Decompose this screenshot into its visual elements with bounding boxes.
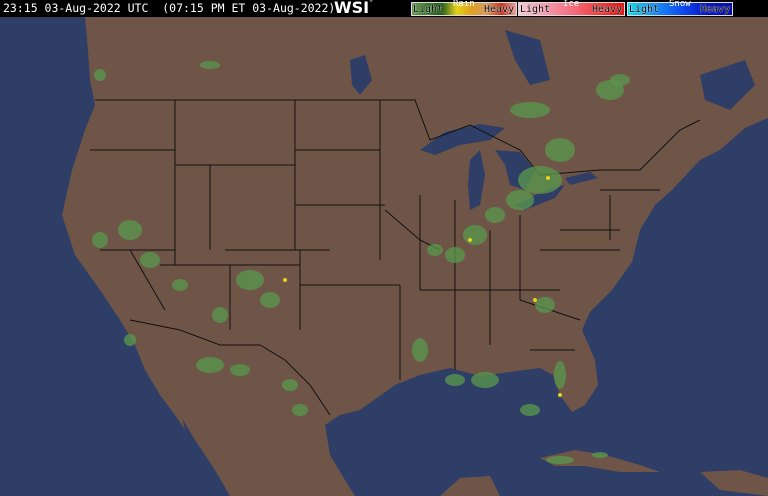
rain-echo <box>463 225 487 245</box>
north-america-land <box>62 17 768 496</box>
heavy-rain-echo <box>283 278 287 282</box>
rain-echo <box>124 334 136 346</box>
gulf-st-lawrence <box>700 60 755 110</box>
rain-echo <box>260 292 280 308</box>
legend-snow: Light Snow Heavy <box>627 0 733 16</box>
hispaniola <box>700 470 768 496</box>
rain-echo <box>92 232 108 248</box>
rain-echo <box>445 247 465 263</box>
rain-echo <box>520 404 540 416</box>
rain-echo <box>412 338 428 362</box>
logo-text: WSI <box>334 0 370 17</box>
heavy-rain-echo <box>468 238 472 242</box>
rain-echo <box>546 456 574 464</box>
rain-title: Rain <box>453 0 475 9</box>
snow-title: Snow <box>669 0 691 9</box>
hudson-strait-water <box>505 30 550 85</box>
wsi-logo: WSI° <box>334 0 373 17</box>
rain-echo <box>610 74 630 86</box>
rain-echo <box>592 452 608 458</box>
heavy-rain-echo <box>533 298 537 302</box>
rain-echo <box>282 379 298 391</box>
precipitation-echoes <box>92 61 630 464</box>
timestamp: 23:15 03-Aug-2022 UTC (07:15 PM ET 03-Au… <box>3 1 336 15</box>
land-mass <box>62 17 768 496</box>
rain-echo <box>518 166 562 194</box>
rain-echo <box>196 357 224 373</box>
ice-title: Ice <box>563 0 580 9</box>
snow-light-label: Light <box>629 4 660 15</box>
logo-mark: ° <box>369 0 374 7</box>
rain-echo <box>140 252 160 268</box>
yucatan <box>440 476 500 496</box>
cuba <box>540 450 660 472</box>
rain-echo <box>535 297 555 313</box>
heavy-rain-echo <box>558 393 562 397</box>
rain-echo <box>118 220 142 240</box>
lake-winnipeg <box>350 55 372 95</box>
rain-color-scale: Light Rain Heavy <box>411 0 517 16</box>
snow-heavy-label: Heavy <box>700 4 731 15</box>
rain-echo <box>236 270 264 290</box>
lake-michigan <box>468 150 485 210</box>
rain-echo <box>230 364 250 376</box>
ice-heavy-label: Heavy <box>592 4 623 15</box>
lake-ontario <box>565 172 598 185</box>
heavy-rain-echo <box>546 176 550 180</box>
rain-echo <box>471 372 499 388</box>
legend-ice: Light Ice Heavy <box>518 0 625 16</box>
rain-echo <box>427 244 443 256</box>
rain-heavy-label: Heavy <box>484 4 515 15</box>
rain-echo <box>292 404 308 416</box>
us-mexico-border <box>129 319 331 416</box>
rain-echo <box>94 69 106 81</box>
rain-echo <box>445 374 465 386</box>
snow-color-scale: Light Snow Heavy <box>627 0 733 16</box>
state-lines <box>90 100 660 380</box>
rain-echo <box>485 207 505 223</box>
rain-echo <box>510 102 550 118</box>
rain-echo <box>554 361 566 389</box>
rain-echo <box>172 279 188 291</box>
rain-echo <box>506 190 534 210</box>
rain-light-label: Light <box>413 4 444 15</box>
ice-light-label: Light <box>520 4 551 15</box>
rain-echo <box>200 61 220 69</box>
rain-echo <box>545 138 575 162</box>
legend-rain: Light Rain Heavy <box>411 0 517 16</box>
ice-color-scale: Light Ice Heavy <box>518 0 625 16</box>
header-bar: 23:15 03-Aug-2022 UTC (07:15 PM ET 03-Au… <box>0 0 768 17</box>
rain-echo <box>212 307 228 323</box>
